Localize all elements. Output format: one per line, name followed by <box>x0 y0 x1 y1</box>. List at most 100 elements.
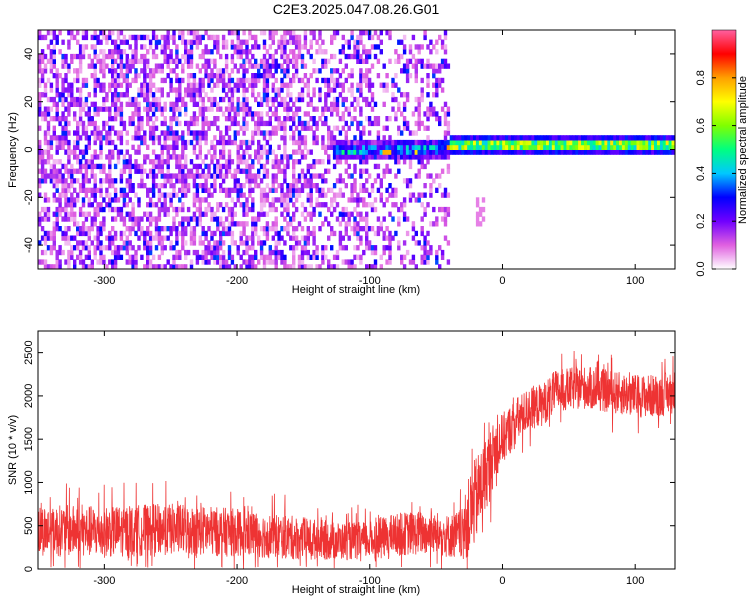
spectrogram-cell <box>163 139 167 146</box>
spectrogram-cell <box>61 58 65 64</box>
spectrogram-cell <box>221 34 226 41</box>
spectrogram-cell <box>370 144 375 150</box>
spectrogram-cell <box>446 111 451 117</box>
spectrogram-cell <box>134 68 138 74</box>
spectrogram-cell <box>309 96 313 103</box>
spectrogram-cell <box>370 139 375 146</box>
spectrogram-cell <box>140 92 144 98</box>
spectrogram-cell <box>373 230 378 237</box>
spectrogram-cell <box>201 183 205 189</box>
spectrogram-cell <box>49 230 54 237</box>
spectrogram-cell <box>184 173 188 179</box>
spectrogram-cell <box>61 87 65 93</box>
spectrogram-cell <box>81 264 86 269</box>
spectrogram-cell <box>61 101 65 107</box>
spectrogram-cell <box>251 139 255 146</box>
spectrogram-cell <box>67 30 71 36</box>
spectrogram-cell <box>131 96 135 103</box>
spectrogram-cell <box>303 125 308 131</box>
spectrogram-cell <box>49 58 54 64</box>
spectrogram-cell <box>254 230 258 237</box>
spectrogram-cell <box>40 149 45 155</box>
spectrogram-cell <box>537 149 541 155</box>
spectrogram-cell <box>303 82 308 88</box>
spectrogram-cell <box>102 206 106 213</box>
spectrogram-cell <box>309 230 313 237</box>
spectrogram-cell <box>213 82 217 88</box>
spectrogram-cell <box>440 168 445 174</box>
spectrogram-cell <box>96 82 100 88</box>
spectrogram-cell <box>283 202 287 208</box>
spectrogram-cell <box>186 125 191 131</box>
spectrogram-cell <box>321 77 325 84</box>
spectrogram-cell <box>245 87 249 93</box>
spectrogram-cell <box>283 49 287 55</box>
spectrogram-cell <box>131 49 135 55</box>
spectrogram-cell <box>254 73 258 79</box>
spectrogram-cell <box>239 53 243 60</box>
spectrogram-cell <box>315 135 319 141</box>
spectrogram-cell <box>116 53 121 60</box>
spectrogram-cell <box>230 101 235 107</box>
spectrogram-cell <box>315 183 319 189</box>
spectrogram-cell <box>236 111 240 117</box>
spectrogram-cell <box>657 144 661 150</box>
spectrogram-cell <box>146 230 150 237</box>
spectrogram-cell <box>73 68 77 74</box>
spectrogram-cell <box>148 106 153 112</box>
spectrogram-cell <box>46 159 51 165</box>
spectrogram-cell <box>192 230 197 237</box>
spectrogram-cell <box>169 34 173 41</box>
spectrogram-cell <box>169 116 173 122</box>
spectrogram-cell <box>309 163 313 170</box>
spectrogram-cell <box>297 187 302 193</box>
spectrogram-cell <box>122 92 127 98</box>
spectrogram-cell <box>262 44 267 50</box>
spectrogram-cell <box>327 82 331 88</box>
spectrogram-cell <box>134 106 138 112</box>
spectrogram-cell <box>184 49 188 55</box>
spectrogram-cell <box>300 235 305 241</box>
spectrogram-cell <box>172 187 176 193</box>
spectrogram-cell <box>70 82 74 88</box>
spectrogram-cell <box>382 139 386 146</box>
spectrogram-cell <box>271 96 275 103</box>
spectrogram-cell <box>116 92 121 98</box>
spectrogram-cell <box>119 235 124 241</box>
spectrogram-cell <box>274 58 278 64</box>
spectrogram-cell <box>315 49 319 55</box>
spectrogram-cell <box>382 149 386 155</box>
spectrogram-cell <box>344 159 348 165</box>
spectrogram-cell <box>73 144 77 150</box>
spectrogram-cell <box>280 226 284 232</box>
spectrogram-cell <box>216 49 220 55</box>
spectrogram-cell <box>569 149 573 155</box>
spectrogram-cell <box>341 259 345 265</box>
spectrogram-cell <box>309 202 313 208</box>
spectrogram-cell <box>654 135 658 141</box>
spectrogram-cell <box>356 125 360 131</box>
spectrogram-cell <box>400 259 404 265</box>
spectrogram-cell <box>181 226 185 232</box>
spectrogram-cell <box>242 159 246 165</box>
spectrogram-cell <box>473 135 477 141</box>
spectrogram-cell <box>257 77 261 84</box>
spectrogram-cell <box>227 206 232 213</box>
spectrogram-cell <box>184 111 188 117</box>
spectrogram-cell <box>201 53 205 60</box>
spectrogram-cell <box>157 197 162 203</box>
spectrogram-cell <box>108 116 112 122</box>
spectrogram-cell <box>455 144 459 150</box>
spectrogram-cell <box>207 106 211 112</box>
spectrogram-cell <box>236 87 240 93</box>
spectrogram-cell <box>297 53 302 60</box>
spectrogram-cell <box>268 96 272 103</box>
spectrogram-cell <box>289 187 293 193</box>
spectrogram-cell <box>245 111 249 117</box>
spectrogram-cell <box>61 63 65 69</box>
spectrogram-cell <box>230 68 235 74</box>
spectrogram-cell <box>163 39 167 45</box>
spectrogram-cell <box>292 30 296 36</box>
spectrogram-cell <box>81 49 86 55</box>
spectrogram-cell <box>81 101 86 107</box>
